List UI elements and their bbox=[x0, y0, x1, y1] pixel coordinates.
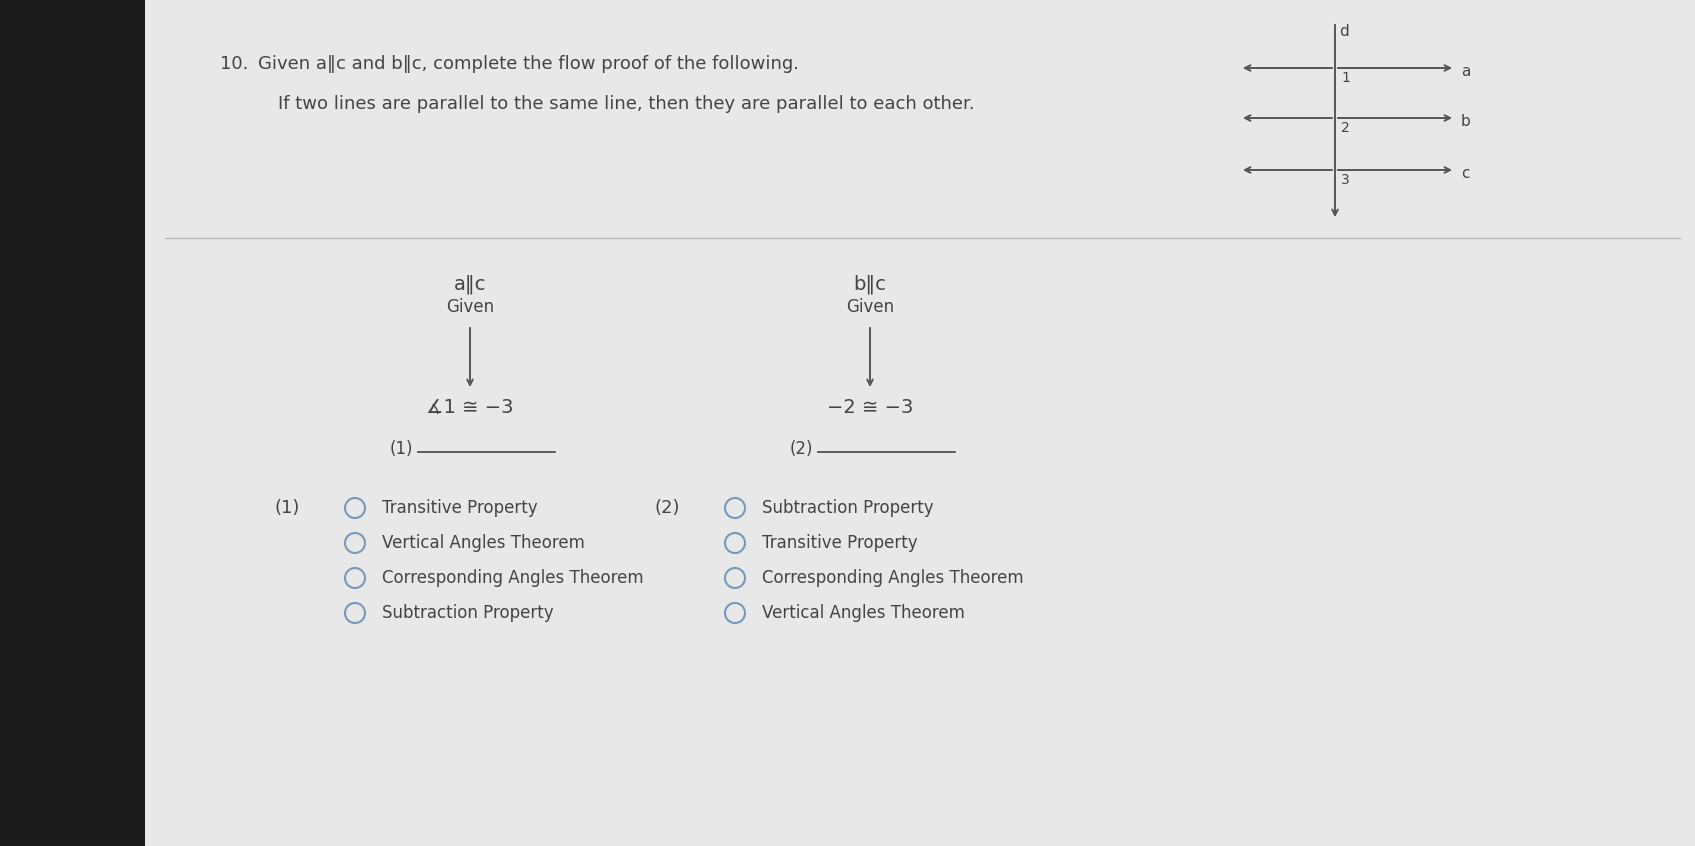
Text: 10.: 10. bbox=[220, 55, 249, 73]
Text: Corresponding Angles Theorem: Corresponding Angles Theorem bbox=[763, 569, 1024, 587]
Text: ∡1 ≅ −3: ∡1 ≅ −3 bbox=[425, 398, 514, 417]
Text: (1): (1) bbox=[390, 440, 414, 458]
Text: −2 ≅ −3: −2 ≅ −3 bbox=[827, 398, 914, 417]
Text: Transitive Property: Transitive Property bbox=[763, 534, 917, 552]
Text: Given: Given bbox=[846, 298, 893, 316]
Text: d: d bbox=[1339, 24, 1349, 39]
Text: b: b bbox=[1461, 113, 1471, 129]
Text: c: c bbox=[1461, 166, 1470, 180]
Text: Vertical Angles Theorem: Vertical Angles Theorem bbox=[763, 604, 964, 622]
Text: Transitive Property: Transitive Property bbox=[381, 499, 537, 517]
Text: Corresponding Angles Theorem: Corresponding Angles Theorem bbox=[381, 569, 644, 587]
Text: Vertical Angles Theorem: Vertical Angles Theorem bbox=[381, 534, 585, 552]
Text: a: a bbox=[1461, 63, 1470, 79]
Text: 1: 1 bbox=[1341, 71, 1349, 85]
Text: (1): (1) bbox=[275, 499, 300, 517]
Text: If two lines are parallel to the same line, then they are parallel to each other: If two lines are parallel to the same li… bbox=[278, 95, 975, 113]
Bar bbox=[0, 0, 146, 846]
Text: Subtraction Property: Subtraction Property bbox=[381, 604, 554, 622]
Text: a‖c: a‖c bbox=[454, 275, 486, 294]
Text: b‖c: b‖c bbox=[854, 275, 886, 294]
Text: Subtraction Property: Subtraction Property bbox=[763, 499, 934, 517]
Text: (2): (2) bbox=[790, 440, 814, 458]
Text: (2): (2) bbox=[654, 499, 680, 517]
Text: 2: 2 bbox=[1341, 121, 1349, 135]
Text: Given: Given bbox=[446, 298, 493, 316]
Text: 3: 3 bbox=[1341, 173, 1349, 187]
Text: Given a‖c and b‖c, complete the flow proof of the following.: Given a‖c and b‖c, complete the flow pro… bbox=[258, 55, 798, 73]
